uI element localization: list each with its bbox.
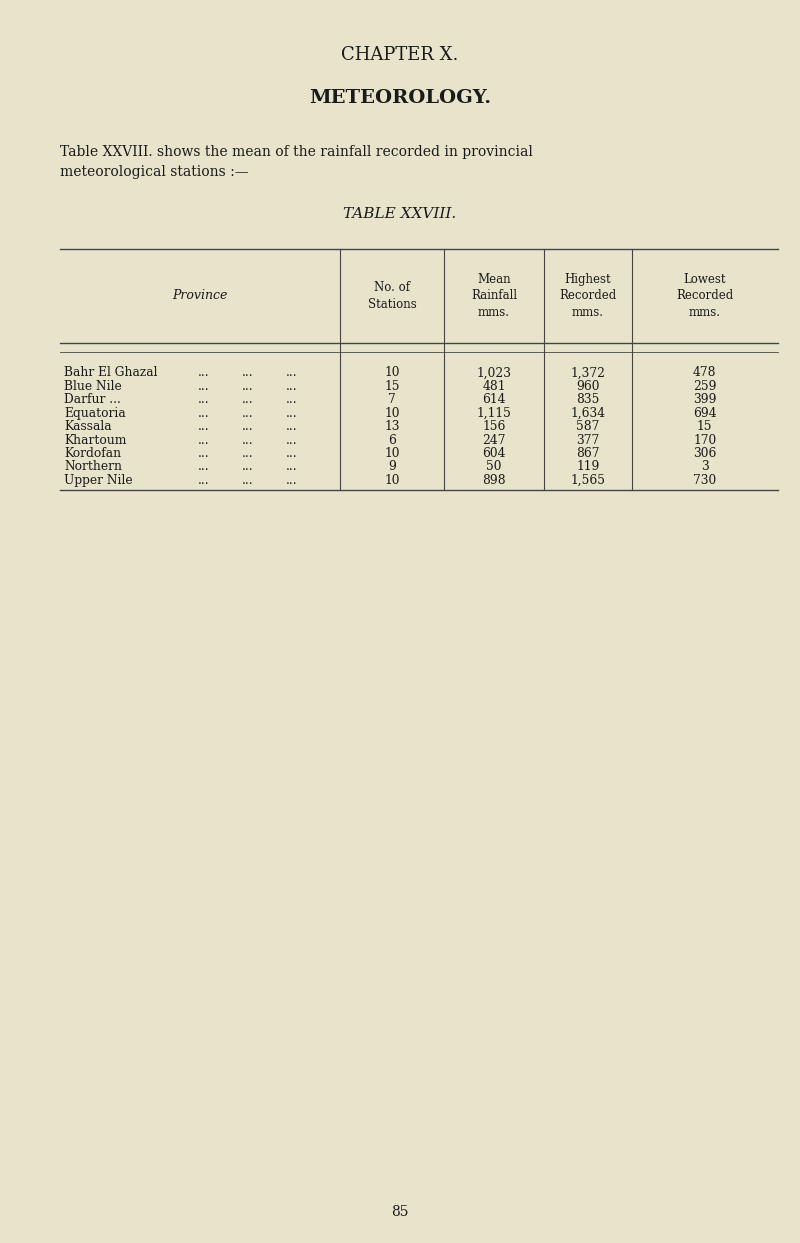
Text: ...: ... <box>198 460 210 474</box>
Text: 15: 15 <box>697 420 713 433</box>
Text: 119: 119 <box>576 460 600 474</box>
Text: 7: 7 <box>388 393 396 406</box>
Text: meteorological stations :—: meteorological stations :— <box>60 164 249 179</box>
Text: 399: 399 <box>693 393 717 406</box>
Text: ...: ... <box>286 434 298 446</box>
Text: 306: 306 <box>693 447 717 460</box>
Text: ...: ... <box>198 406 210 420</box>
Text: 1,115: 1,115 <box>477 406 511 420</box>
Text: Northern: Northern <box>64 460 122 474</box>
Text: Highest
Recorded
mms.: Highest Recorded mms. <box>559 272 617 319</box>
Text: 481: 481 <box>482 380 506 393</box>
Text: 587: 587 <box>576 420 600 433</box>
Text: Kassala: Kassala <box>64 420 112 433</box>
Text: 10: 10 <box>384 406 400 420</box>
Text: Lowest
Recorded
mms.: Lowest Recorded mms. <box>676 272 734 319</box>
Text: Mean
Rainfall
mms.: Mean Rainfall mms. <box>471 272 517 319</box>
Text: 259: 259 <box>693 380 717 393</box>
Text: 50: 50 <box>486 460 502 474</box>
Text: ...: ... <box>242 380 254 393</box>
Text: Blue Nile: Blue Nile <box>64 380 122 393</box>
Text: 10: 10 <box>384 447 400 460</box>
Text: Table XXVIII. shows the mean of the rainfall recorded in provincial: Table XXVIII. shows the mean of the rain… <box>60 144 533 159</box>
Text: Equatoria: Equatoria <box>64 406 126 420</box>
Text: 170: 170 <box>693 434 717 446</box>
Text: ...: ... <box>198 434 210 446</box>
Text: ...: ... <box>242 447 254 460</box>
Text: ...: ... <box>242 474 254 487</box>
Text: ...: ... <box>286 380 298 393</box>
Text: ...: ... <box>242 420 254 433</box>
Text: 1,372: 1,372 <box>570 367 606 379</box>
Text: ...: ... <box>198 393 210 406</box>
Text: CHAPTER X.: CHAPTER X. <box>342 46 458 63</box>
Text: ...: ... <box>242 434 254 446</box>
Text: 10: 10 <box>384 474 400 487</box>
Text: 614: 614 <box>482 393 506 406</box>
Text: ...: ... <box>198 367 210 379</box>
Text: ...: ... <box>198 380 210 393</box>
Text: Darfur ...: Darfur ... <box>64 393 121 406</box>
Text: 604: 604 <box>482 447 506 460</box>
Text: 85: 85 <box>391 1204 409 1219</box>
Text: 377: 377 <box>576 434 600 446</box>
Text: 1,023: 1,023 <box>477 367 511 379</box>
Text: Khartoum: Khartoum <box>64 434 126 446</box>
Text: 835: 835 <box>576 393 600 406</box>
Text: 13: 13 <box>384 420 400 433</box>
Text: ...: ... <box>286 460 298 474</box>
Text: TABLE XXVIII.: TABLE XXVIII. <box>343 206 457 221</box>
Text: ...: ... <box>242 460 254 474</box>
Text: 1,565: 1,565 <box>570 474 606 487</box>
Text: ...: ... <box>242 367 254 379</box>
Text: 730: 730 <box>693 474 717 487</box>
Text: 247: 247 <box>482 434 506 446</box>
Text: ...: ... <box>286 420 298 433</box>
Text: 694: 694 <box>693 406 717 420</box>
Text: ...: ... <box>198 474 210 487</box>
Text: ...: ... <box>286 447 298 460</box>
Text: No. of
Stations: No. of Stations <box>368 281 416 311</box>
Text: ...: ... <box>198 447 210 460</box>
Text: 867: 867 <box>576 447 600 460</box>
Text: 9: 9 <box>388 460 396 474</box>
Text: Upper Nile: Upper Nile <box>64 474 133 487</box>
Text: ...: ... <box>242 406 254 420</box>
Text: 10: 10 <box>384 367 400 379</box>
Text: 6: 6 <box>388 434 396 446</box>
Text: 3: 3 <box>701 460 709 474</box>
Text: Province: Province <box>172 290 228 302</box>
Text: ...: ... <box>242 393 254 406</box>
Text: 960: 960 <box>576 380 600 393</box>
Text: ...: ... <box>286 393 298 406</box>
Text: ...: ... <box>286 367 298 379</box>
Text: 478: 478 <box>693 367 717 379</box>
Text: Kordofan: Kordofan <box>64 447 121 460</box>
Text: ...: ... <box>286 406 298 420</box>
Text: 156: 156 <box>482 420 506 433</box>
Text: ...: ... <box>286 474 298 487</box>
Text: 1,634: 1,634 <box>570 406 606 420</box>
Text: 15: 15 <box>384 380 400 393</box>
Text: 898: 898 <box>482 474 506 487</box>
Text: Bahr El Ghazal: Bahr El Ghazal <box>64 367 158 379</box>
Text: METEOROLOGY.: METEOROLOGY. <box>309 89 491 107</box>
Text: ...: ... <box>198 420 210 433</box>
